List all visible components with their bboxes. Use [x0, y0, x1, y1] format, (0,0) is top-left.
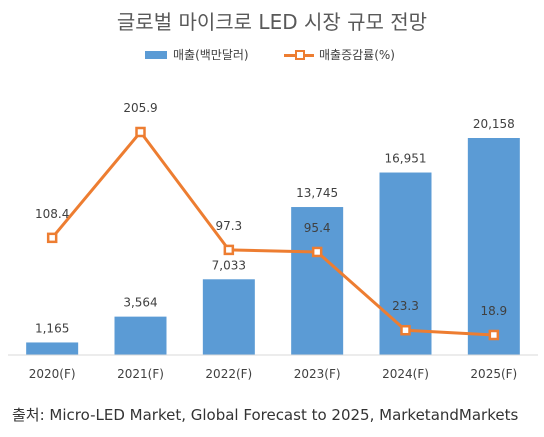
growth-value-label: 95.4 [304, 221, 331, 235]
legend-bar-swatch [145, 50, 167, 59]
bar-2023(F) [291, 207, 344, 355]
x-tick-label: 2023(F) [294, 367, 341, 381]
bar-value-label: 20,158 [473, 117, 515, 131]
legend: 매출(백만달러) 매출증감률(%) [0, 46, 544, 66]
growth-marker-2025(F) [488, 329, 500, 341]
chart-plot-area: 1,165 3,564 7,033 13,745 16,951 20,158 108.4 20… [8, 101, 538, 381]
growth-line [51, 130, 494, 337]
bar-2022(F) [202, 279, 255, 355]
x-tick-label: 2021(F) [117, 367, 164, 381]
legend-item-growth: 매출증감률(%) [284, 46, 395, 63]
growth-value-label: 205.9 [123, 101, 157, 115]
growth-marker-2024(F) [400, 324, 411, 336]
legend-item-sales: 매출(백만달러) [145, 46, 249, 63]
growth-marker-2023(F) [311, 246, 323, 258]
legend-label-growth: 매출증감률(%) [319, 48, 395, 62]
bar-2025(F) [467, 138, 520, 355]
bar-value-label: 3,564 [123, 296, 157, 310]
growth-marker-2020(F) [46, 232, 58, 244]
legend-label-sales: 매출(백만달러) [173, 48, 249, 62]
bar-value-label: 16,951 [385, 152, 427, 166]
x-tick-label: 2022(F) [205, 367, 252, 381]
x-tick-label: 2020(F) [29, 367, 76, 381]
bar-2020(F) [26, 342, 79, 355]
growth-value-label: 108.4 [35, 207, 69, 221]
growth-marker-2022(F) [223, 244, 235, 256]
chart-title: 글로벌 마이크로 LED 시장 규모 전망 [116, 10, 428, 34]
bar-2024(F) [379, 172, 432, 355]
legend-line-swatch [284, 49, 314, 60]
growth-marker-2021(F) [135, 126, 146, 138]
bar-value-label: 1,165 [35, 321, 69, 335]
x-tick-label: 2024(F) [382, 367, 429, 381]
x-tick-label: 2025(F) [470, 367, 517, 381]
growth-value-label: 23.3 [392, 299, 419, 313]
growth-value-label: 97.3 [215, 219, 242, 233]
bar-value-label: 13,745 [296, 186, 338, 200]
source-note: 출처: Micro-LED Market, Global Forecast to… [12, 406, 519, 424]
growth-value-label: 18.9 [480, 304, 507, 318]
bar-value-label: 7,033 [212, 258, 246, 272]
bar-2021(F) [114, 316, 167, 355]
